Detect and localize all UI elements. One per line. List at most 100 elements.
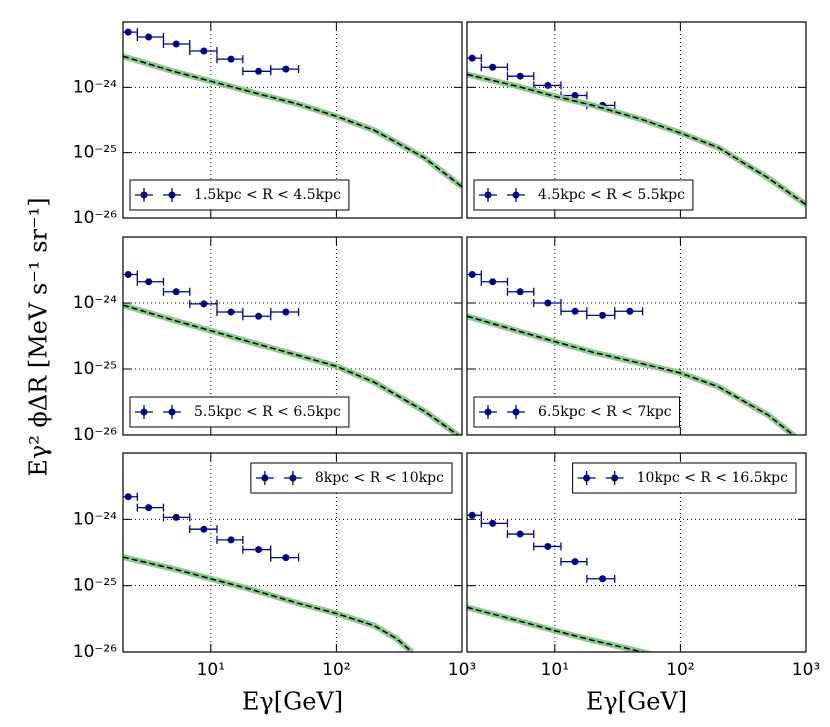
data-point	[571, 558, 579, 566]
data-point	[626, 307, 634, 315]
y-tick-label: 10⁻²⁶	[73, 425, 117, 445]
y-tick-label: 10⁻²⁴	[73, 77, 117, 97]
panel-frame	[122, 21, 463, 219]
data-point	[255, 67, 263, 75]
y-tick-label: 10⁻²⁴	[73, 509, 117, 529]
panel	[123, 22, 462, 218]
data-point	[516, 288, 524, 296]
x-axis-label: Eγ[GeV]	[242, 688, 343, 716]
y-tick-label: 10⁻²⁵	[73, 143, 117, 163]
data-point	[227, 536, 235, 544]
data-point	[200, 300, 208, 308]
panel	[467, 453, 806, 652]
model-band	[123, 53, 462, 190]
x-tick-label: 10³	[448, 660, 476, 680]
model-line	[123, 55, 462, 188]
data-point	[599, 311, 607, 319]
y-tick-label: 10⁻²⁵	[73, 359, 117, 379]
data-point	[124, 28, 132, 36]
legend: 4.5kpc < R < 5.5kpc	[473, 179, 694, 211]
legend-label: 1.5kpc < R < 4.5kpc	[194, 187, 341, 203]
data-point	[599, 575, 607, 583]
model-line	[123, 556, 413, 652]
data-point	[172, 288, 180, 296]
legend-marker	[583, 474, 591, 482]
legend-label: 5.5kpc < R < 6.5kpc	[194, 404, 341, 420]
data-point	[255, 312, 263, 320]
x-tick-label: 10³	[792, 660, 820, 680]
data-point	[544, 299, 552, 307]
legend-marker	[512, 191, 520, 199]
data-point	[145, 278, 153, 286]
legend: 8kpc < R < 10kpc	[250, 462, 453, 494]
data-point	[227, 308, 235, 316]
legend: 5.5kpc < R < 6.5kpc	[129, 396, 350, 428]
panel	[467, 22, 806, 218]
data-point	[468, 271, 476, 279]
y-tick-label: 10⁻²⁶	[73, 208, 117, 228]
model-line	[467, 315, 795, 435]
panel	[123, 237, 462, 435]
legend-marker	[289, 474, 297, 482]
legend-box	[129, 396, 350, 428]
panel-frame	[466, 236, 807, 436]
model-line	[123, 304, 460, 435]
legend-marker	[140, 191, 148, 199]
x-tick-label: 10¹	[197, 660, 225, 680]
panel-frame	[122, 452, 463, 653]
y-tick-label: 10⁻²⁵	[73, 576, 117, 596]
data-point	[172, 513, 180, 521]
data-point	[200, 525, 208, 533]
data-point	[172, 40, 180, 48]
data-point	[468, 54, 476, 62]
legend-label: 4.5kpc < R < 5.5kpc	[538, 187, 685, 203]
panel-frame	[466, 21, 807, 219]
data-point	[282, 308, 290, 316]
panel	[467, 237, 806, 435]
legend: 1.5kpc < R < 4.5kpc	[129, 179, 350, 211]
data-point	[227, 55, 235, 63]
data-point	[468, 511, 476, 519]
data-point	[516, 72, 524, 80]
data-point	[200, 47, 208, 55]
legend-marker	[140, 408, 148, 416]
panel	[123, 453, 462, 652]
y-tick-label: 10⁻²⁶	[73, 642, 117, 662]
data-point	[489, 519, 497, 527]
x-axis-label: Eγ[GeV]	[586, 688, 687, 716]
data-point	[544, 542, 552, 550]
legend-label: 10kpc < R < 16.5kpc	[637, 470, 789, 486]
legend-label: 6.5kpc < R < 7kpc	[538, 404, 672, 420]
legend-marker	[484, 408, 492, 416]
model-line	[467, 73, 806, 206]
y-axis-label: Eγ² ϕΔR [MeV s⁻¹ sr⁻¹]	[25, 197, 53, 476]
data-point	[255, 546, 263, 554]
x-tick-label: 10²	[666, 660, 694, 680]
legend-label: 8kpc < R < 10kpc	[315, 470, 444, 486]
model-line	[467, 606, 646, 652]
data-point	[282, 65, 290, 73]
panel-frame	[466, 452, 807, 653]
y-tick-label: 10⁻²⁴	[73, 293, 117, 313]
legend-marker	[611, 474, 619, 482]
legend-marker	[484, 191, 492, 199]
data-point	[145, 33, 153, 41]
data-point	[124, 493, 132, 501]
data-point	[544, 81, 552, 89]
legend-marker	[261, 474, 269, 482]
x-tick-label: 10²	[322, 660, 350, 680]
legend: 6.5kpc < R < 7kpc	[473, 396, 681, 428]
x-tick-label: 10¹	[541, 660, 569, 680]
legend-marker	[168, 408, 176, 416]
legend-marker	[512, 408, 520, 416]
legend-marker	[168, 191, 176, 199]
model-band	[123, 554, 414, 652]
data-point	[571, 91, 579, 99]
data-point	[124, 271, 132, 279]
data-point	[489, 63, 497, 71]
legend: 10kpc < R < 16.5kpc	[572, 462, 797, 494]
data-point	[145, 504, 153, 512]
data-point	[282, 554, 290, 562]
data-point	[571, 307, 579, 315]
